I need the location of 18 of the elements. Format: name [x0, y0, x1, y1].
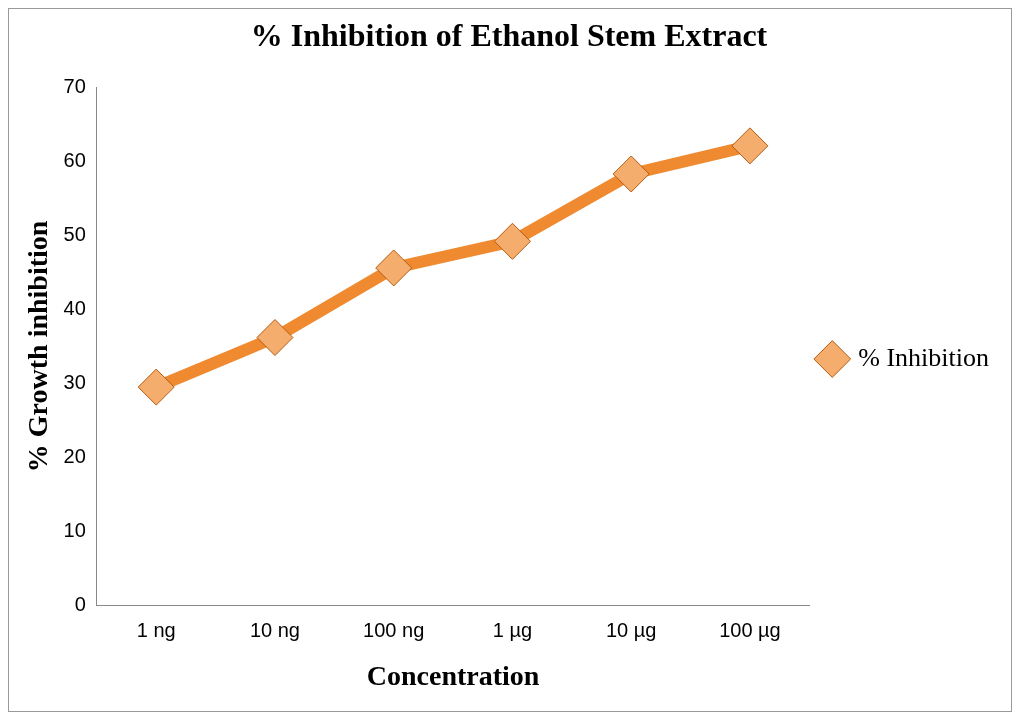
y-tick-label: 0 — [74, 592, 86, 615]
y-tick-label: 40 — [63, 296, 86, 319]
y-axis-title: % Growth inhibition — [22, 220, 54, 473]
y-tick-label: 50 — [63, 222, 86, 245]
y-tick-label: 30 — [63, 370, 86, 393]
y-tick-label: 70 — [63, 74, 86, 97]
x-axis-title: Concentration — [366, 660, 540, 692]
chart-title: % Inhibition of Ethanol Stem Extract — [250, 17, 768, 54]
x-tick-label: 10 µg — [605, 618, 657, 641]
legend-label: % Inhibition — [858, 342, 990, 372]
y-tick-label: 20 — [63, 444, 86, 467]
y-tick-label: 60 — [63, 148, 86, 171]
y-tick-label: 10 — [63, 518, 86, 541]
x-tick-label: 1 µg — [492, 618, 533, 641]
x-tick-label: 10 ng — [249, 618, 300, 641]
x-tick-label: 1 ng — [136, 618, 176, 641]
x-tick-label: 100 ng — [363, 618, 425, 641]
x-tick-label: 100 µg — [719, 618, 781, 641]
